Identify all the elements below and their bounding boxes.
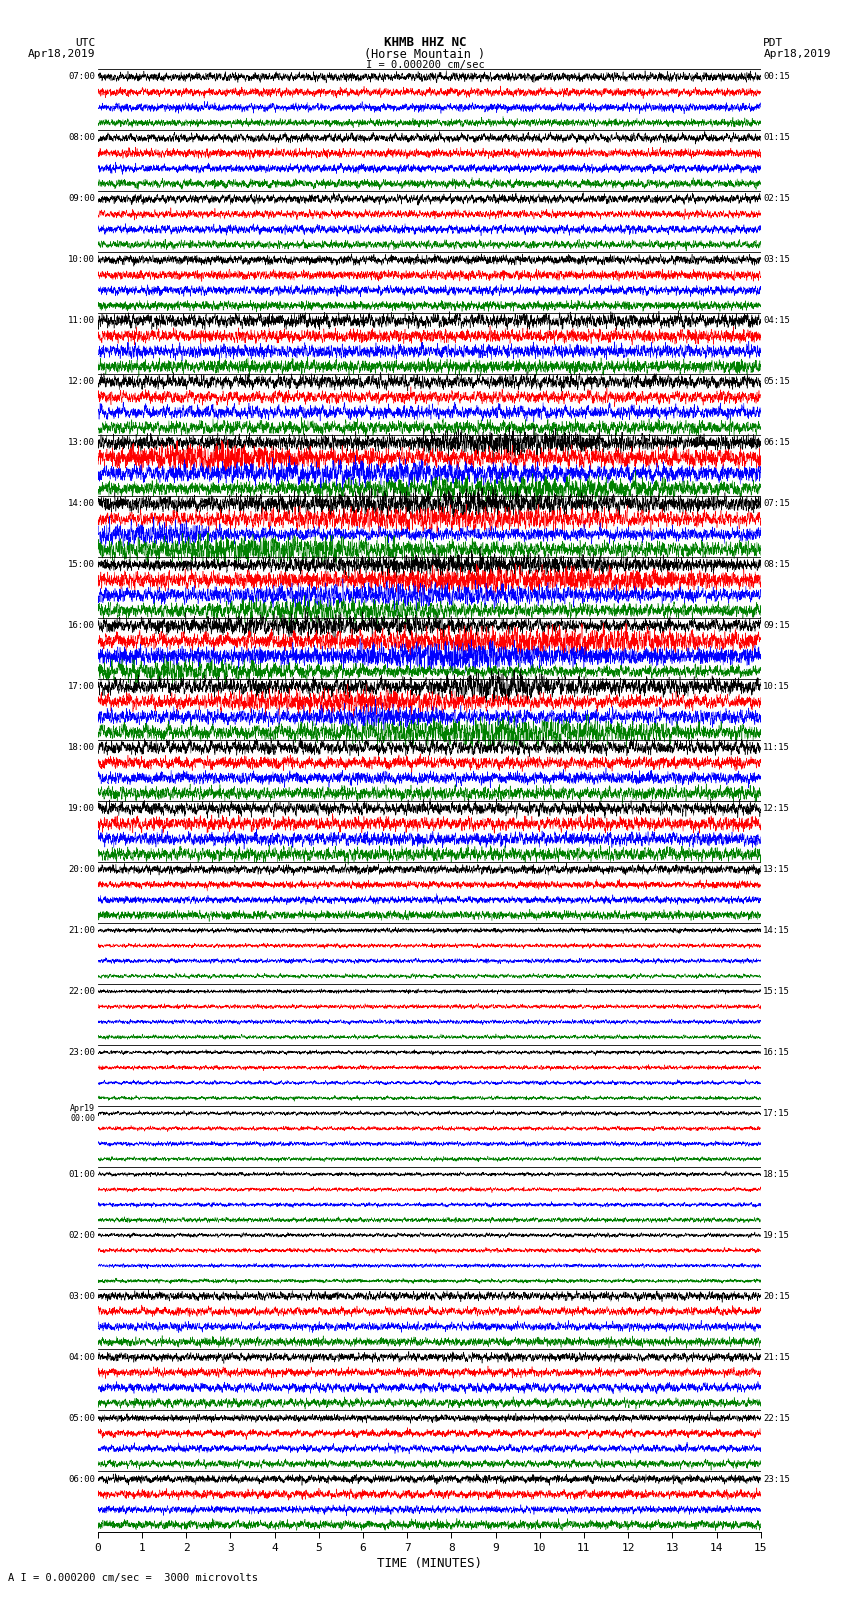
Text: 21:00: 21:00 [68,926,95,936]
Text: 17:15: 17:15 [763,1108,791,1118]
Text: 11:00: 11:00 [68,316,95,326]
Text: 20:15: 20:15 [763,1292,791,1300]
Text: 03:00: 03:00 [68,1292,95,1300]
Text: 01:15: 01:15 [763,134,791,142]
Text: 00:00: 00:00 [71,1113,95,1123]
Text: 18:15: 18:15 [763,1169,791,1179]
Text: Apr18,2019: Apr18,2019 [763,48,830,60]
Text: I = 0.000200 cm/sec: I = 0.000200 cm/sec [366,60,484,71]
Text: 00:15: 00:15 [763,73,791,82]
Text: 12:00: 12:00 [68,377,95,386]
Text: 10:15: 10:15 [763,682,791,690]
Text: 04:15: 04:15 [763,316,791,326]
Text: 22:15: 22:15 [763,1413,791,1423]
Text: 16:15: 16:15 [763,1048,791,1057]
Text: Apr19: Apr19 [71,1103,95,1113]
Text: 21:15: 21:15 [763,1353,791,1361]
Text: PDT: PDT [763,37,784,48]
Text: 05:00: 05:00 [68,1413,95,1423]
Text: 10:00: 10:00 [68,255,95,265]
Text: 04:00: 04:00 [68,1353,95,1361]
Text: 15:00: 15:00 [68,560,95,569]
Text: 09:15: 09:15 [763,621,791,631]
Text: 09:00: 09:00 [68,195,95,203]
Text: Apr18,2019: Apr18,2019 [28,48,95,60]
Text: KHMB HHZ NC: KHMB HHZ NC [383,35,467,50]
Text: 13:15: 13:15 [763,865,791,874]
Text: 15:15: 15:15 [763,987,791,995]
Text: 20:00: 20:00 [68,865,95,874]
Text: 08:00: 08:00 [68,134,95,142]
Text: 08:15: 08:15 [763,560,791,569]
Text: UTC: UTC [75,37,95,48]
Text: 11:15: 11:15 [763,744,791,752]
Text: 07:15: 07:15 [763,498,791,508]
Text: (Horse Mountain ): (Horse Mountain ) [365,47,485,61]
Text: 22:00: 22:00 [68,987,95,995]
Text: 06:15: 06:15 [763,439,791,447]
Text: 18:00: 18:00 [68,744,95,752]
Text: 05:15: 05:15 [763,377,791,386]
Text: 16:00: 16:00 [68,621,95,631]
Text: 14:15: 14:15 [763,926,791,936]
Text: 14:00: 14:00 [68,498,95,508]
Text: A I = 0.000200 cm/sec =  3000 microvolts: A I = 0.000200 cm/sec = 3000 microvolts [8,1573,258,1582]
Text: 02:00: 02:00 [68,1231,95,1240]
Text: 03:15: 03:15 [763,255,791,265]
Text: 06:00: 06:00 [68,1474,95,1484]
Text: 07:00: 07:00 [68,73,95,82]
Text: 12:15: 12:15 [763,803,791,813]
Text: 19:15: 19:15 [763,1231,791,1240]
Text: 23:00: 23:00 [68,1048,95,1057]
X-axis label: TIME (MINUTES): TIME (MINUTES) [377,1557,482,1569]
Text: 17:00: 17:00 [68,682,95,690]
Text: 13:00: 13:00 [68,439,95,447]
Text: 02:15: 02:15 [763,195,791,203]
Text: 19:00: 19:00 [68,803,95,813]
Text: 23:15: 23:15 [763,1474,791,1484]
Text: 01:00: 01:00 [68,1169,95,1179]
